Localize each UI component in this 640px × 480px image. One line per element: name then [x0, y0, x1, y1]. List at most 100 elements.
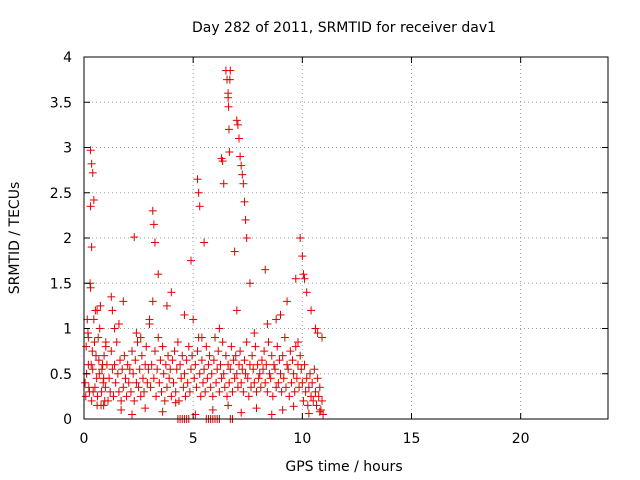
data-point: [224, 125, 233, 134]
data-point: [165, 374, 174, 383]
data-point: [142, 342, 151, 351]
data-point: [107, 292, 116, 301]
data-point: [298, 378, 307, 387]
data-point: [178, 351, 187, 360]
data-point: [116, 356, 125, 365]
data-point: [86, 202, 95, 211]
data-point: [157, 387, 166, 396]
data-point: [128, 410, 137, 419]
data-point: [129, 369, 138, 378]
data-point: [137, 351, 146, 360]
data-point: [162, 301, 171, 310]
data-point: [230, 247, 239, 256]
data-point: [196, 392, 205, 401]
data-point: [203, 374, 212, 383]
data-point: [224, 360, 233, 369]
y-tick-label: 0: [63, 412, 72, 428]
data-point: [299, 270, 308, 279]
data-point: [267, 410, 276, 419]
data-point: [211, 333, 219, 342]
data-point: [245, 360, 254, 369]
data-point: [126, 387, 135, 396]
data-point: [264, 338, 273, 347]
data-point: [87, 243, 96, 252]
data-point: [198, 378, 207, 387]
data-point: [295, 383, 304, 392]
data-point: [233, 120, 242, 129]
x-tick-label: 10: [293, 431, 311, 447]
data-point: [102, 360, 111, 369]
data-point: [144, 365, 153, 374]
data-point: [305, 369, 314, 378]
data-point: [289, 369, 298, 378]
data-point: [154, 270, 163, 279]
y-axis-label: SRMTID / TECUs: [7, 182, 23, 295]
data-point: [240, 197, 249, 206]
data-point: [119, 383, 128, 392]
data-point: [193, 347, 202, 356]
data-point: [180, 310, 189, 319]
data-point: [224, 401, 233, 410]
data-point: [177, 374, 186, 383]
data-point: [133, 338, 142, 347]
data-point: [105, 374, 114, 383]
data-point: [154, 333, 163, 342]
data-point: [172, 365, 181, 374]
data-point: [200, 365, 209, 374]
data-point: [281, 383, 290, 392]
data-point: [122, 392, 131, 401]
data-point: [204, 360, 213, 369]
data-point: [225, 148, 234, 157]
data-point: [276, 369, 285, 378]
data-point: [276, 310, 285, 319]
data-point: [119, 297, 128, 306]
data-point: [240, 356, 249, 365]
x-tick-label: 15: [403, 431, 421, 447]
data-point: [197, 333, 206, 342]
data-point: [215, 387, 224, 396]
data-point: [96, 301, 105, 310]
data-point: [202, 342, 211, 351]
data-point: [84, 383, 93, 392]
data-point: [123, 360, 132, 369]
data-point: [158, 342, 167, 351]
data-point: [149, 220, 158, 229]
data-point: [179, 383, 188, 392]
data-point: [182, 356, 191, 365]
data-point: [219, 369, 228, 378]
data-point: [208, 405, 217, 414]
data-point: [193, 175, 202, 184]
x-tick-label: 5: [189, 431, 198, 447]
data-point: [99, 378, 108, 387]
data-point: [201, 387, 210, 396]
data-point: [291, 342, 300, 351]
data-point: [150, 238, 159, 247]
data-point: [237, 161, 246, 170]
data-point: [309, 396, 318, 405]
data-point: [242, 338, 251, 347]
data-point: [237, 408, 246, 417]
data-point: [138, 374, 147, 383]
data-point: [99, 401, 108, 410]
x-tick-label: 20: [512, 431, 530, 447]
data-point: [253, 360, 262, 369]
data-point: [223, 392, 232, 401]
data-point: [285, 392, 294, 401]
data-point: [121, 374, 130, 383]
data-point: [113, 369, 122, 378]
data-point: [216, 360, 225, 369]
data-point: [213, 365, 222, 374]
data-point: [296, 234, 305, 242]
data-point: [303, 401, 312, 410]
data-point: [261, 265, 270, 274]
data-point: [191, 410, 200, 419]
y-tick-label: 2.5: [50, 186, 72, 202]
data-point: [254, 374, 263, 383]
data-point: [205, 351, 214, 360]
y-tick-label: 0.5: [50, 367, 72, 383]
data-point: [236, 152, 245, 161]
data-point: [162, 383, 171, 392]
data-point: [94, 333, 103, 342]
data-point: [158, 407, 167, 416]
data-point: [109, 392, 118, 401]
